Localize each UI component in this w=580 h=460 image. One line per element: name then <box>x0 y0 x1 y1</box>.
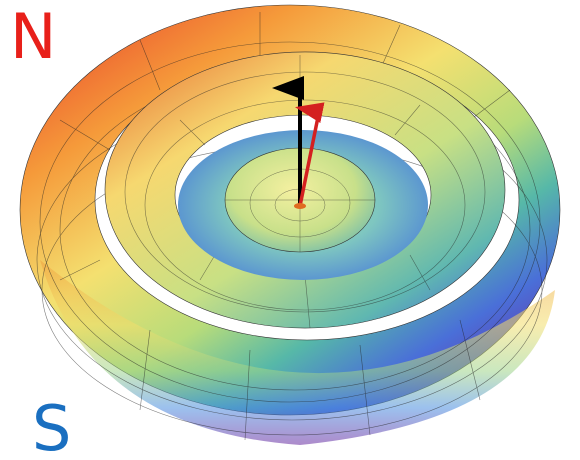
south-label: S <box>32 392 71 460</box>
north-label: N <box>10 0 56 73</box>
red-arrow <box>294 102 325 207</box>
pivot <box>294 203 306 209</box>
